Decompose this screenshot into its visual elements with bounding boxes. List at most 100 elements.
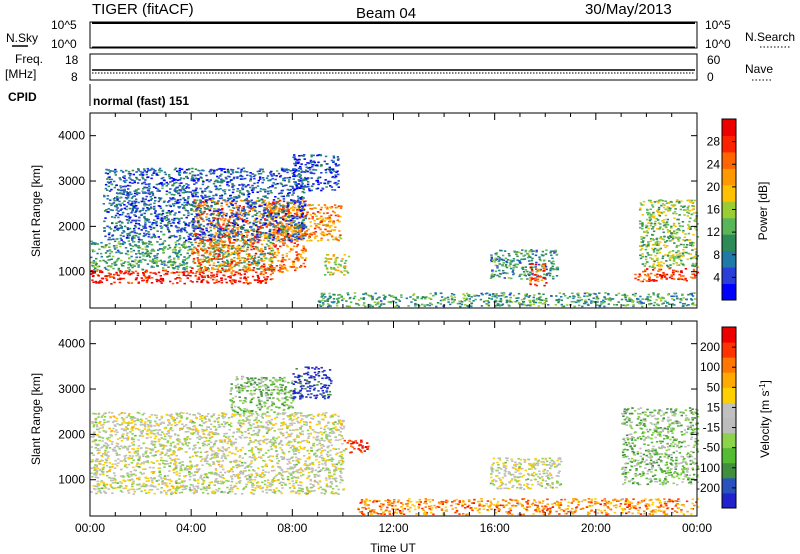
data-cell xyxy=(334,163,337,165)
data-cell xyxy=(236,235,239,237)
data-cell xyxy=(694,220,697,223)
data-cell xyxy=(155,183,158,186)
data-cell xyxy=(248,207,251,209)
data-cell xyxy=(146,253,150,255)
data-cell xyxy=(670,277,674,280)
data-cell xyxy=(215,214,219,217)
data-cell xyxy=(223,256,226,258)
data-cell xyxy=(253,239,257,242)
data-cell xyxy=(493,261,496,263)
data-cell xyxy=(223,191,226,193)
data-cell xyxy=(290,238,293,240)
data-cell xyxy=(301,213,304,215)
data-cell xyxy=(344,265,347,268)
data-cell xyxy=(221,217,224,219)
data-cell xyxy=(228,266,231,268)
data-cell xyxy=(553,252,556,254)
data-cell xyxy=(285,220,288,222)
data-cell xyxy=(682,229,685,232)
data-cell xyxy=(667,202,671,204)
data-cell xyxy=(116,197,119,200)
data-cell xyxy=(119,204,122,207)
data-cell xyxy=(330,214,333,217)
data-cell xyxy=(343,267,347,270)
data-cell xyxy=(531,266,534,269)
data-cell xyxy=(183,205,186,207)
data-cell xyxy=(249,263,253,266)
data-cell xyxy=(323,204,327,206)
data-cell xyxy=(333,229,337,231)
data-cell xyxy=(282,218,285,221)
data-cell xyxy=(254,235,257,238)
data-cell xyxy=(285,223,288,225)
data-cell xyxy=(106,225,109,228)
data-cell xyxy=(242,220,245,223)
data-cell xyxy=(301,191,304,193)
data-cell xyxy=(219,251,222,253)
data-cell xyxy=(282,177,285,180)
data-cell xyxy=(247,255,250,258)
data-cell xyxy=(144,226,147,229)
data-cell xyxy=(295,212,298,215)
data-cell xyxy=(234,281,237,284)
data-cell xyxy=(225,225,229,228)
data-cell xyxy=(298,224,302,227)
data-cell xyxy=(537,263,541,266)
data-cell xyxy=(182,264,186,266)
data-cell xyxy=(665,260,668,262)
data-cell xyxy=(104,244,108,247)
data-cell xyxy=(648,280,651,282)
data-cell xyxy=(233,247,236,249)
data-cell xyxy=(253,262,257,265)
data-cell xyxy=(508,265,511,267)
data-cell xyxy=(201,233,204,235)
data-cell xyxy=(172,205,176,207)
data-cell xyxy=(211,221,214,223)
data-cell xyxy=(676,218,679,221)
data-cell xyxy=(179,177,183,179)
data-cell xyxy=(232,241,236,244)
data-cell xyxy=(256,274,259,277)
data-cell xyxy=(233,176,236,179)
data-cell xyxy=(335,302,339,305)
data-cell xyxy=(117,274,121,277)
data-cell xyxy=(178,184,182,187)
data-cell xyxy=(161,187,164,190)
data-cell xyxy=(132,227,136,230)
data-cell xyxy=(250,233,254,235)
data-cell xyxy=(217,168,220,170)
data-cell xyxy=(251,263,254,265)
data-cell xyxy=(315,164,319,166)
data-cell xyxy=(129,216,132,219)
data-cell xyxy=(239,171,242,174)
data-cell xyxy=(225,269,228,271)
data-cell xyxy=(490,259,493,262)
data-cell xyxy=(297,237,301,240)
data-cell xyxy=(165,204,168,207)
data-cell xyxy=(144,179,147,181)
data-cell xyxy=(677,240,680,242)
data-cell xyxy=(285,230,288,232)
data-cell xyxy=(685,304,689,307)
data-cell xyxy=(266,190,270,193)
data-cell xyxy=(271,242,274,244)
data-cell xyxy=(227,205,231,208)
data-cell xyxy=(245,267,248,270)
data-cell xyxy=(123,204,126,206)
data-cell xyxy=(322,234,326,237)
data-cell xyxy=(518,251,521,254)
data-cell xyxy=(278,208,281,210)
data-cell xyxy=(224,227,227,229)
data-cell xyxy=(230,229,234,231)
data-cell xyxy=(221,208,224,210)
data-cell xyxy=(276,222,279,224)
data-cell xyxy=(293,212,297,215)
data-cell xyxy=(264,282,267,284)
data-cell xyxy=(271,223,274,225)
data-cell xyxy=(292,215,295,218)
data-cell xyxy=(649,279,652,281)
data-cell xyxy=(113,281,116,284)
data-cell xyxy=(303,171,306,173)
data-cell xyxy=(267,213,270,216)
data-cell xyxy=(213,235,217,237)
